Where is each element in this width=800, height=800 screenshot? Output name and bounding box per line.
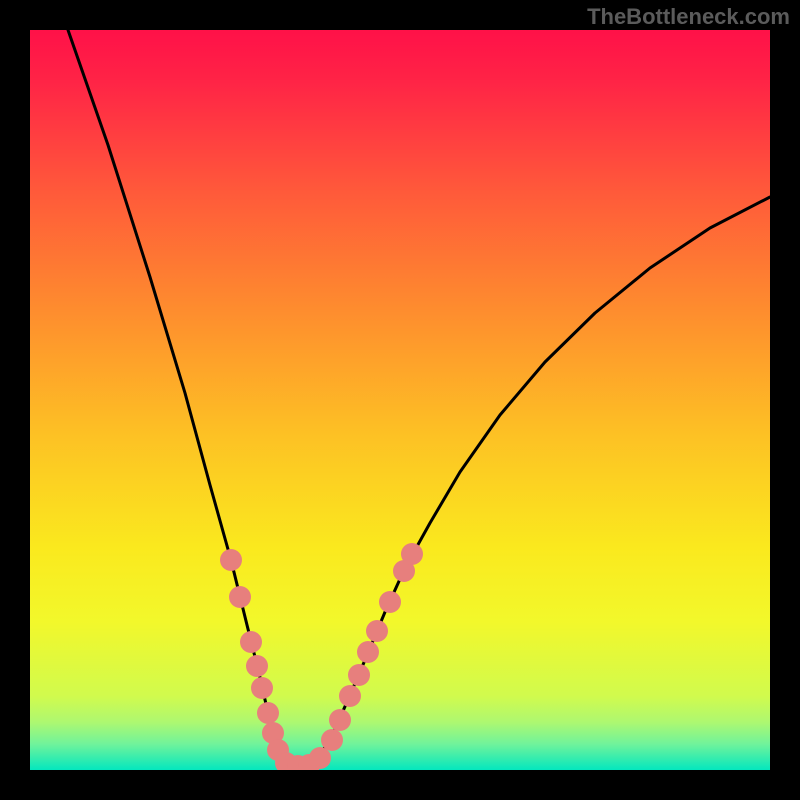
chart-svg (0, 0, 800, 800)
chart-canvas: TheBottleneck.com (0, 0, 800, 800)
watermark-label: TheBottleneck.com (587, 4, 790, 30)
